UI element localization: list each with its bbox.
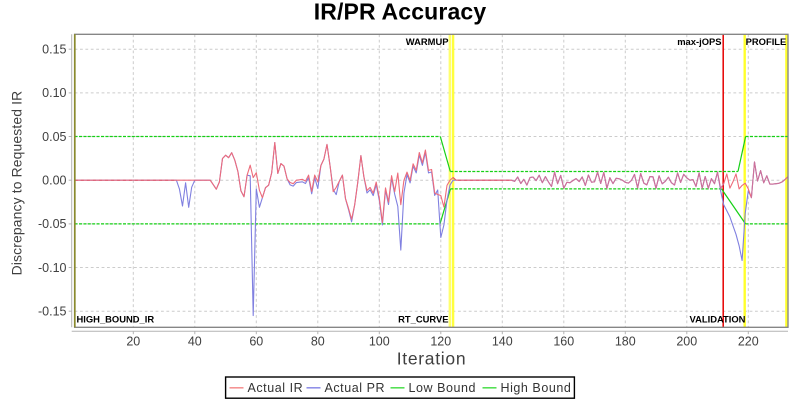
svg-text:100: 100	[369, 335, 390, 349]
svg-text:High Bound: High Bound	[501, 381, 572, 395]
svg-text:IR/PR Accuracy: IR/PR Accuracy	[314, 0, 487, 25]
svg-text:max-jOPS: max-jOPS	[677, 36, 721, 47]
svg-text:-0.15: -0.15	[38, 305, 67, 319]
svg-text:VALIDATION: VALIDATION	[690, 314, 746, 325]
svg-text:-0.05: -0.05	[38, 217, 67, 231]
svg-text:0.15: 0.15	[42, 43, 66, 57]
svg-text:180: 180	[615, 335, 636, 349]
svg-text:120: 120	[430, 335, 451, 349]
svg-text:60: 60	[249, 335, 263, 349]
svg-text:Actual PR: Actual PR	[325, 381, 386, 395]
svg-text:-0.10: -0.10	[38, 261, 67, 275]
svg-text:RT_CURVE: RT_CURVE	[398, 314, 448, 325]
svg-text:Discrepancy to Requested IR: Discrepancy to Requested IR	[9, 91, 25, 276]
svg-text:Iteration: Iteration	[397, 349, 467, 369]
svg-text:80: 80	[311, 335, 325, 349]
svg-text:Low Bound: Low Bound	[409, 381, 477, 395]
svg-text:40: 40	[188, 335, 202, 349]
svg-text:0.05: 0.05	[42, 130, 66, 144]
svg-text:140: 140	[492, 335, 513, 349]
svg-text:160: 160	[553, 335, 574, 349]
svg-text:20: 20	[126, 335, 140, 349]
svg-text:200: 200	[676, 335, 697, 349]
svg-text:HIGH_BOUND_IR: HIGH_BOUND_IR	[77, 314, 155, 325]
svg-text:Actual IR: Actual IR	[248, 381, 304, 395]
svg-text:0.00: 0.00	[42, 174, 66, 188]
svg-text:PROFILE: PROFILE	[746, 36, 787, 47]
svg-text:0.10: 0.10	[42, 86, 66, 100]
svg-text:WARMUP: WARMUP	[406, 36, 449, 47]
svg-text:220: 220	[738, 335, 759, 349]
